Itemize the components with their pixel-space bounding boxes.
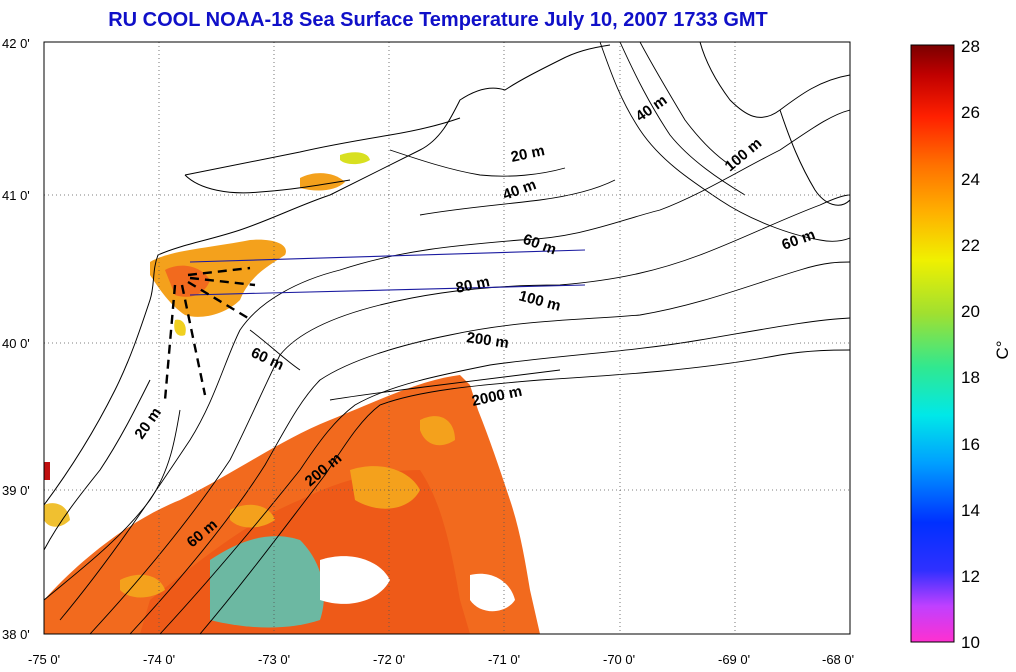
colorbar-tick: 26 [961,103,980,122]
colorbar-tick: 22 [961,236,980,255]
colorbar-tick: 18 [961,368,980,387]
lat-tick: 41 0' [2,188,30,203]
latitude-axis: 42 0' 41 0' 40 0' 39 0' 38 0' [2,36,30,642]
lon-tick: -74 0' [143,652,175,667]
colorbar-tick: 16 [961,435,980,454]
depth-label: 200 m [465,329,509,352]
sst-field [44,152,540,634]
lon-tick: -69 0' [718,652,750,667]
depth-label: 20 m [509,142,546,166]
colorbar-gradient [910,44,955,643]
lat-tick: 38 0' [2,627,30,642]
colorbar-tick: 20 [961,302,980,321]
colorbar-tick: 12 [961,567,980,586]
colorbar-tick: 10 [961,633,980,652]
lat-tick: 40 0' [2,336,30,351]
bathymetry-contours [44,42,850,634]
longitude-axis: -75 0' -74 0' -73 0' -72 0' -71 0' -70 0… [28,652,854,667]
colorbar-tick: 28 [961,37,980,56]
coastline [44,42,850,551]
lat-tick: 42 0' [2,36,30,51]
lon-tick: -72 0' [373,652,405,667]
lon-tick: -73 0' [258,652,290,667]
transect-lines [189,249,586,296]
lon-tick: -70 0' [603,652,635,667]
depth-label: 80 m [454,273,491,297]
colorbar-unit-label: C° [993,340,1012,359]
map-frame [43,41,851,635]
lat-lon-grid [44,42,850,634]
lat-tick: 39 0' [2,483,30,498]
colorbar-tick: 24 [961,170,980,189]
map-title: RU COOL NOAA-18 Sea Surface Temperature … [108,9,768,31]
hf-radar-lines [163,266,256,401]
lon-tick: -68 0' [822,652,854,667]
lon-tick: -75 0' [28,652,60,667]
lon-tick: -71 0' [488,652,520,667]
map-area [44,42,850,634]
colorbar-tick: 14 [961,501,980,520]
colorbar: 28 26 24 22 20 18 16 14 12 10 C° [910,37,1012,652]
